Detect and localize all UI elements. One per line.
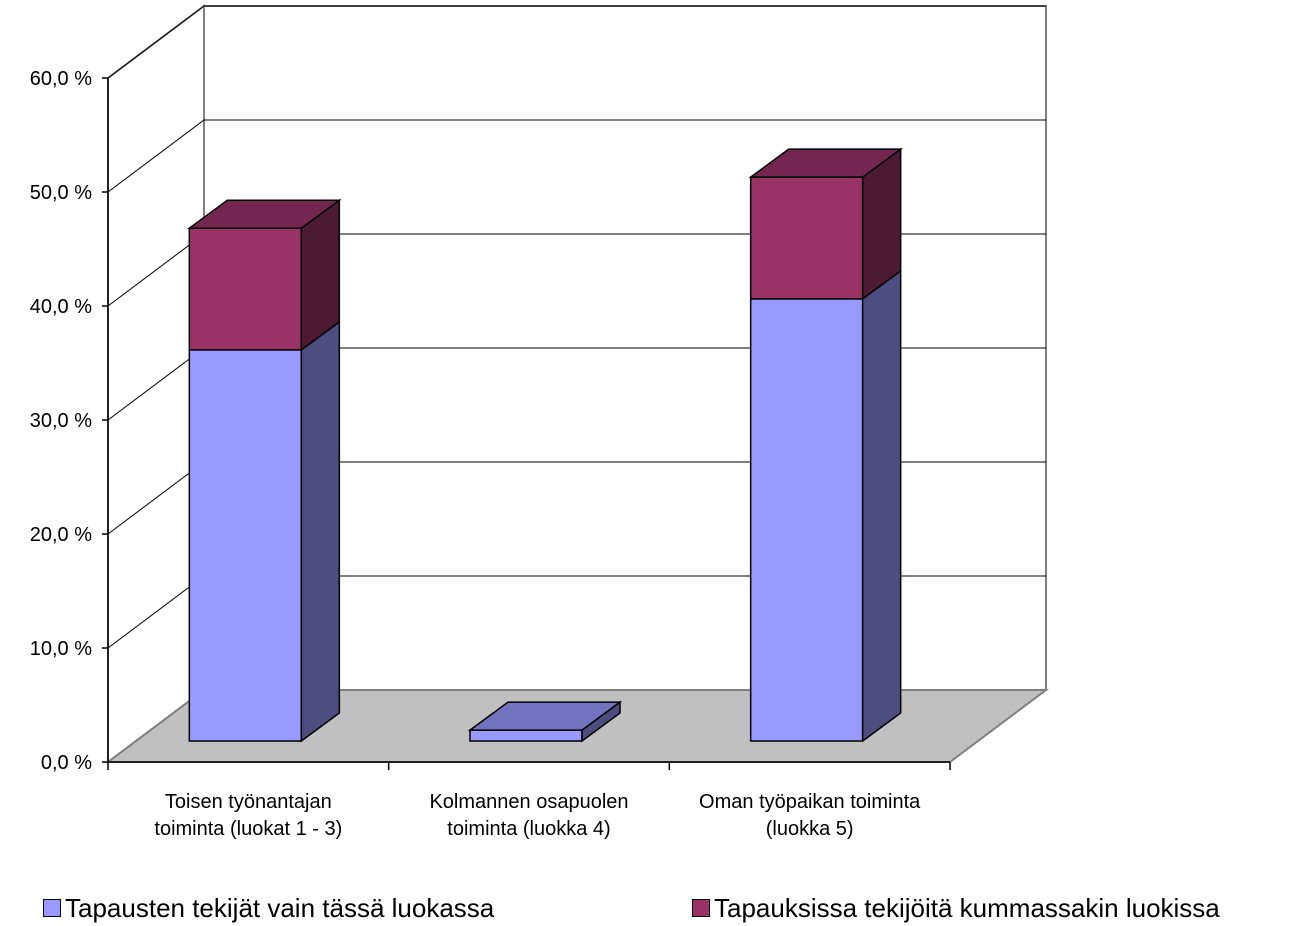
legend-swatch-2 — [692, 899, 710, 917]
legend-item-2: Tapauksissa tekijöitä kummassakin luokis… — [692, 893, 1220, 923]
y-tick-label: 10,0 % — [30, 638, 92, 660]
bar-side — [861, 269, 902, 743]
y-tick-label: 40,0 % — [30, 296, 92, 318]
y-tick-label: 30,0 % — [30, 410, 92, 432]
y-tick-label: 60,0 % — [30, 68, 92, 90]
bar-top — [467, 701, 623, 731]
legend-label-1: Tapausten tekijät vain tässä luokassa — [65, 892, 495, 923]
bar-top — [187, 199, 342, 229]
y-tick-label: 50,0 % — [30, 182, 92, 204]
x-category-label: toiminta (luokat 1 - 3) — [154, 818, 342, 840]
bar-front — [469, 729, 583, 742]
legend-item-1: Tapausten tekijät vain tässä luokassa — [43, 893, 494, 923]
y-axis: 0,0 % 10,0 % 20,0 % 30,0 % 40,0 % 50,0 % 60,0 … — [30, 68, 109, 774]
legend-label-2: Tapauksissa tekijöitä kummassakin luokis… — [714, 892, 1220, 923]
x-category-label: Kolmannen osapuolen — [429, 791, 628, 813]
bar-top — [748, 148, 903, 178]
x-axis: Toisen työnantajan toiminta (luokat 1 - 3… — [107, 761, 951, 840]
bar-front — [188, 349, 303, 742]
y-tick-label: 20,0 % — [30, 524, 92, 546]
bar-side — [300, 320, 341, 743]
bar-front — [749, 298, 864, 742]
bars — [187, 147, 903, 743]
legend-swatch-1 — [43, 899, 61, 917]
y-tick-label: 0,0 % — [41, 752, 92, 774]
x-category-label: Toisen työnantajan — [165, 791, 332, 813]
gridline — [107, 5, 1046, 79]
bar-front — [749, 176, 864, 300]
x-category-label: toiminta (luokka 4) — [447, 818, 610, 840]
bar-front — [188, 227, 303, 351]
x-category-label: Oman työpaikan toiminta — [699, 791, 921, 813]
x-category-label: (luokka 5) — [766, 818, 854, 840]
stacked-3d-bar-chart: 0,0 % 10,0 % 20,0 % 30,0 % 40,0 % 50,0 % 60,0 … — [30, 4, 1049, 840]
gridline — [107, 119, 1046, 193]
